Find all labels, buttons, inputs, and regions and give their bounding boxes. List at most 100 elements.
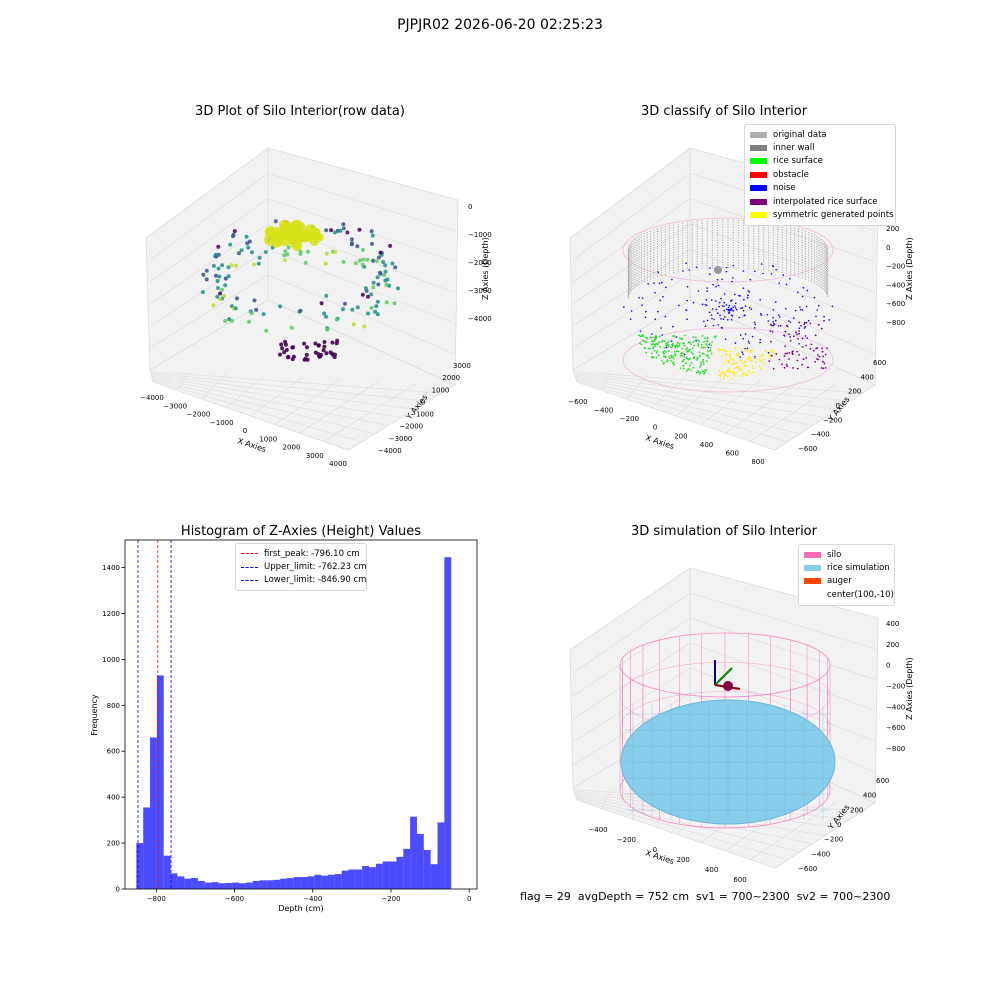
noise-point xyxy=(731,309,733,312)
rice-surface-point xyxy=(683,344,686,347)
tick-label: −200 xyxy=(824,836,843,844)
grid-line xyxy=(572,274,876,355)
noise-point xyxy=(727,306,730,309)
grid-line xyxy=(574,375,826,418)
symmetric-point xyxy=(738,359,741,362)
panel1-points xyxy=(200,219,400,362)
noise-point xyxy=(828,319,830,321)
symmetric-point xyxy=(745,358,748,360)
data-point xyxy=(223,276,228,281)
tick-label: 0 xyxy=(837,821,841,829)
noise-point xyxy=(789,278,791,280)
rice-surface-point xyxy=(643,340,646,343)
tick-label: −3000 xyxy=(389,435,413,443)
data-point xyxy=(261,312,266,317)
noise-point xyxy=(760,314,763,316)
tick-label: 200 xyxy=(886,641,899,649)
data-point xyxy=(353,261,358,266)
symmetric-point xyxy=(717,348,720,351)
rice-surface-point xyxy=(653,350,656,352)
interpolated-point xyxy=(817,323,820,326)
tick-label: 800 xyxy=(751,458,764,466)
symmetric-point xyxy=(728,367,731,370)
data-point xyxy=(223,318,228,323)
rice-surface-point xyxy=(656,350,659,352)
data-point xyxy=(383,278,388,283)
data-point xyxy=(366,311,370,316)
rice-surface-point xyxy=(674,345,676,347)
data-point xyxy=(374,304,379,309)
data-point xyxy=(235,296,239,301)
legend-swatch xyxy=(804,551,821,558)
data-point xyxy=(257,255,262,260)
symmetric-point xyxy=(772,350,775,352)
histogram-bar xyxy=(396,856,404,889)
noise-point xyxy=(675,336,678,338)
symmetric-point xyxy=(736,355,739,358)
grid-line xyxy=(700,379,762,425)
tick-label: −1000 xyxy=(210,419,234,427)
rice-surface-point xyxy=(663,350,666,352)
rice-surface-point xyxy=(665,351,668,353)
rice-surface-point xyxy=(697,343,700,345)
legend-item-original-data: original data xyxy=(750,128,890,141)
silo-top-ring xyxy=(622,217,834,283)
noise-point xyxy=(747,290,750,292)
rice-surface-point xyxy=(679,367,682,370)
noise-point xyxy=(685,262,687,265)
y-tick-label: 400 xyxy=(107,794,120,802)
histogram-bar xyxy=(197,880,205,889)
data-point xyxy=(324,251,329,256)
noise-point xyxy=(778,282,781,284)
rice-surface-point xyxy=(650,343,653,346)
noise-point xyxy=(731,299,733,302)
x-tick-label: −400 xyxy=(303,895,322,903)
data-point xyxy=(220,287,225,292)
data-point xyxy=(334,317,339,322)
rice-surface-point xyxy=(665,344,668,346)
symmetric-point xyxy=(726,369,729,371)
symmetric-point xyxy=(742,373,744,376)
histogram-bars xyxy=(136,557,452,889)
tick-label: −200 xyxy=(617,836,636,844)
rice-surface-point xyxy=(639,335,642,338)
rice-surface-point xyxy=(691,347,694,350)
tick-label: −400 xyxy=(886,281,905,289)
histogram-bar xyxy=(218,883,226,889)
noise-point xyxy=(734,293,736,296)
grid-line xyxy=(150,371,442,394)
interpolated-point xyxy=(785,324,788,327)
rice-surface-point xyxy=(639,342,641,344)
interpolated-point xyxy=(786,352,789,355)
noise-point xyxy=(723,305,725,308)
data-point xyxy=(278,304,283,309)
rice-surface-point xyxy=(652,347,655,350)
data-point xyxy=(350,307,355,312)
rice-surface-point xyxy=(704,346,706,349)
data-point xyxy=(375,299,380,304)
noise-point xyxy=(720,297,722,300)
interpolated-point xyxy=(821,350,824,353)
noise-point xyxy=(654,292,656,294)
legend-swatch xyxy=(750,145,767,152)
symmetric-point xyxy=(760,354,763,356)
interpolated-point xyxy=(809,322,812,325)
rice-surface-point xyxy=(676,345,679,348)
grid-line xyxy=(573,371,863,394)
data-point xyxy=(227,317,232,322)
rice-surface-point xyxy=(692,341,695,343)
interpolated-point xyxy=(783,355,786,358)
symmetric-point xyxy=(760,368,762,370)
noise-point xyxy=(710,314,713,316)
rice-surface-point xyxy=(708,343,711,345)
panel4-legend: silo rice simulation auger center(100,-1… xyxy=(798,544,895,606)
histogram-bar xyxy=(150,737,157,889)
interpolated-point xyxy=(826,347,828,349)
data-point xyxy=(333,250,338,255)
tick-label: 600 xyxy=(733,876,746,884)
data-point xyxy=(393,265,398,270)
data-point xyxy=(369,229,374,234)
interpolated-point xyxy=(784,352,787,355)
rice-surface-point xyxy=(645,351,648,354)
histogram-bar xyxy=(177,876,185,889)
